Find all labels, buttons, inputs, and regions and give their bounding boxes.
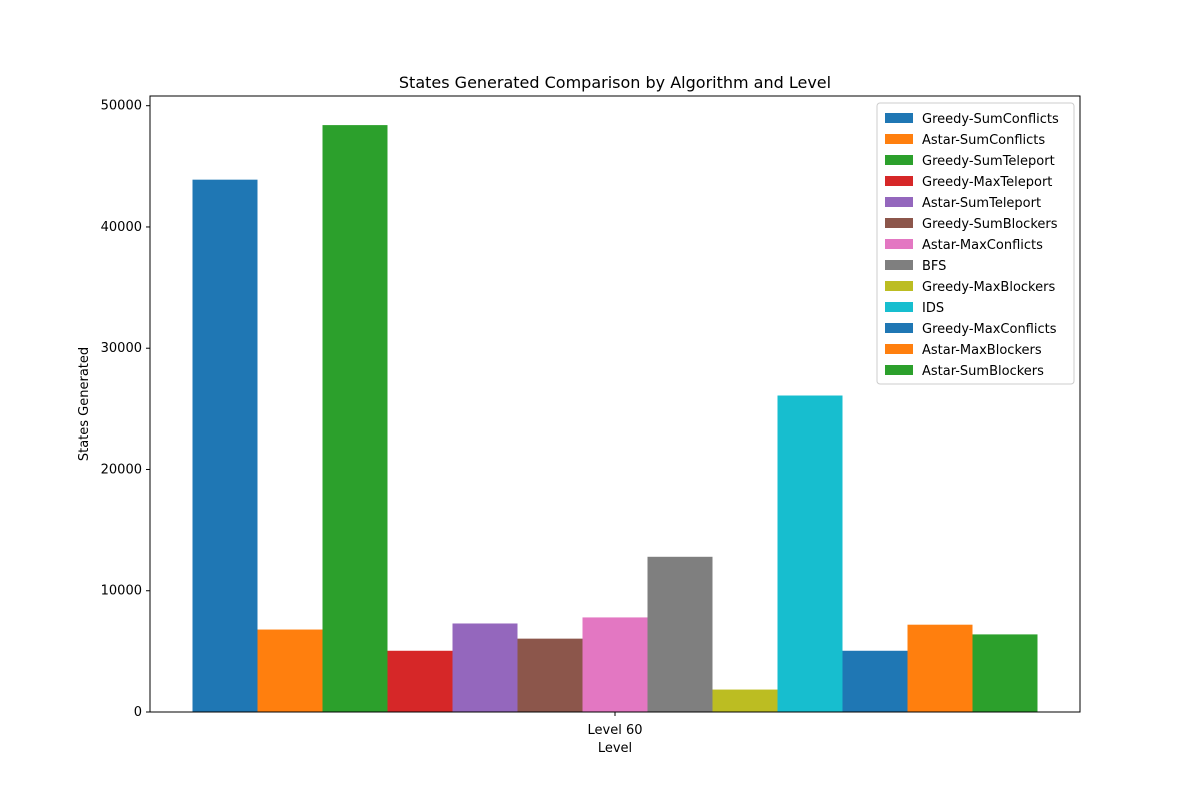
y-tick-label: 10000 — [101, 584, 142, 599]
bar-greedy-sumconflicts — [192, 179, 258, 712]
legend-label: Greedy-SumTeleport — [922, 154, 1055, 169]
legend-label: Astar-MaxBlockers — [922, 343, 1042, 358]
legend-swatch — [885, 176, 913, 186]
bar-greedy-maxconflicts — [842, 650, 908, 712]
legend-swatch — [885, 302, 913, 312]
y-tick-label: 0 — [134, 705, 142, 720]
legend-label: Greedy-SumBlockers — [922, 217, 1058, 232]
bar-greedy-maxblockers — [712, 689, 778, 712]
x-axis: Level 60 — [588, 712, 643, 738]
bar-ids — [777, 395, 843, 712]
bar-astar-maxconflicts — [582, 617, 648, 712]
legend-box — [876, 102, 1075, 385]
bar-astar-sumteleport — [452, 623, 518, 712]
bar-greedy-sumteleport — [322, 125, 388, 713]
legend: Greedy-SumConflicts Astar-SumConflicts Gre… — [876, 102, 1075, 385]
legend-swatch — [885, 344, 913, 354]
legend-label: IDS — [922, 301, 944, 316]
legend-swatch — [885, 323, 913, 333]
legend-swatch — [885, 218, 913, 228]
legend-swatch — [885, 239, 913, 249]
legend-label: Greedy-MaxBlockers — [922, 280, 1055, 295]
legend-swatch — [885, 134, 913, 144]
bar-astar-sumconflicts — [257, 629, 323, 712]
legend-label: Astar-SumBlockers — [922, 364, 1044, 379]
legend-swatch — [885, 365, 913, 375]
bars-group — [192, 125, 1038, 713]
legend-swatch — [885, 113, 913, 123]
y-tick-label: 20000 — [101, 462, 142, 477]
legend-swatch — [885, 281, 913, 291]
legend-label: Astar-SumConflicts — [922, 133, 1045, 148]
chart-title: States Generated Comparison by Algorithm… — [399, 73, 831, 92]
legend-swatch — [885, 155, 913, 165]
y-tick-label: 30000 — [101, 341, 142, 356]
bar-astar-sumblockers — [972, 634, 1038, 712]
bar-greedy-sumblockers — [517, 638, 583, 712]
legend-label: Astar-SumTeleport — [922, 196, 1041, 211]
bar-astar-maxblockers — [907, 624, 973, 712]
legend-label: Greedy-MaxTeleport — [922, 175, 1052, 190]
legend-label: BFS — [922, 259, 946, 274]
legend-label: Astar-MaxConflicts — [922, 238, 1043, 253]
y-tick-label: 50000 — [101, 99, 142, 114]
legend-label: Greedy-MaxConflicts — [922, 322, 1057, 337]
x-tick-label: Level 60 — [588, 723, 643, 738]
legend-swatch — [885, 260, 913, 270]
y-tick-label: 40000 — [101, 220, 142, 235]
bar-bfs — [647, 556, 713, 712]
y-axis: 0 10000 20000 30000 40000 50000 — [101, 99, 150, 720]
bar-greedy-maxteleport — [387, 650, 453, 712]
x-axis-label: Level — [598, 741, 632, 756]
y-axis-label: States Generated — [77, 347, 92, 461]
legend-label: Greedy-SumConflicts — [922, 112, 1059, 127]
legend-swatch — [885, 197, 913, 207]
